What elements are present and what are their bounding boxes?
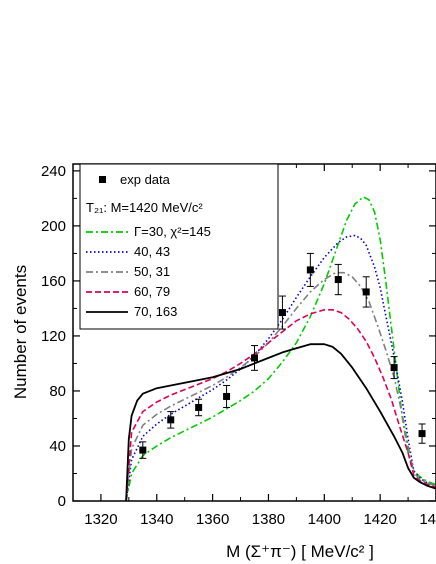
x-tick-labels: 1320 1340 1360 1380 1400 1420 14 xyxy=(84,511,436,528)
x-axis-title: M (Σ⁺π⁻) [ MeV/c² ] xyxy=(226,542,374,561)
legend-box xyxy=(79,163,279,330)
y-tick-label: 200 xyxy=(41,218,66,235)
y-axis-title: Number of events xyxy=(11,265,30,399)
y-tick-label: 160 xyxy=(41,273,66,290)
data-point xyxy=(278,309,286,317)
x-tick-label: 1380 xyxy=(252,511,285,528)
y-tick-labels: 0 40 80 120 160 200 240 xyxy=(41,163,66,510)
legend-items: exp data Γ=30, χ²=145 40, 43 50, 31 60, 79 70… xyxy=(86,172,211,319)
legend-label: Γ=30, χ²=145 xyxy=(134,224,211,239)
x-tick-label: 1320 xyxy=(84,511,117,528)
x-tick-label: 1420 xyxy=(363,511,396,528)
data-point xyxy=(418,430,426,438)
data-point xyxy=(139,446,147,454)
x-tick-label: 1360 xyxy=(196,511,229,528)
series-line xyxy=(125,343,436,502)
y-tick-label: 120 xyxy=(41,328,66,345)
series-line xyxy=(125,271,436,502)
data-point xyxy=(223,392,231,400)
x-tick-label: 1340 xyxy=(140,511,173,528)
legend-label: 70, 163 xyxy=(134,304,177,319)
legend-label: 50, 31 xyxy=(134,264,170,279)
y-tick-label: 0 xyxy=(58,493,66,510)
legend-label: 60, 79 xyxy=(134,284,170,299)
y-tick-label: 240 xyxy=(41,163,66,180)
legend-header: T₂₁: M=1420 MeV/c² xyxy=(86,200,203,215)
data-point xyxy=(195,403,203,411)
data-point xyxy=(334,276,342,284)
legend-label: exp data xyxy=(120,172,171,187)
data-point xyxy=(251,354,258,362)
y-tick-label: 80 xyxy=(49,383,66,400)
data-point xyxy=(390,364,398,372)
data-point xyxy=(306,266,314,274)
series-lines xyxy=(125,196,436,502)
x-tick-label: 14 xyxy=(419,511,436,528)
legend-label: 40, 43 xyxy=(134,244,170,259)
legend-marker xyxy=(99,176,106,183)
data-points xyxy=(139,252,426,459)
data-point xyxy=(362,288,370,296)
data-point xyxy=(167,416,175,424)
series-line xyxy=(125,308,436,502)
legend: exp data Γ=30, χ²=145 40, 43 50, 31 60, 79 70… xyxy=(79,163,279,330)
y-tick-label: 40 xyxy=(49,438,66,455)
x-tick-label: 1400 xyxy=(308,511,341,528)
